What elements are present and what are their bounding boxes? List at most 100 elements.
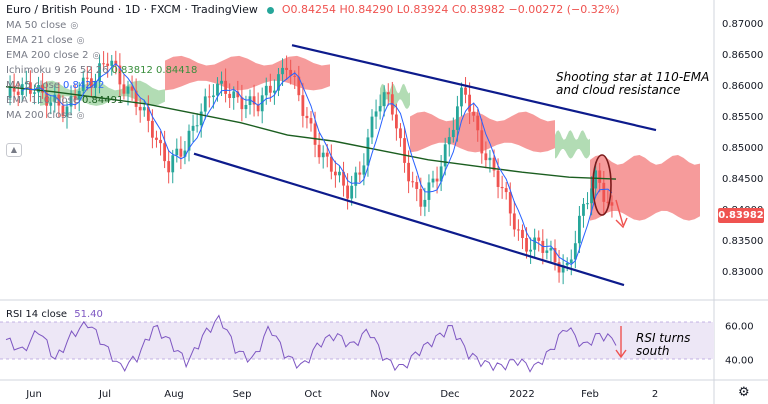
price-tick-label: 0.87000 — [722, 19, 763, 30]
candle-body — [606, 201, 610, 203]
candle-body — [350, 185, 354, 199]
candle-body — [85, 77, 89, 79]
candle-body — [321, 152, 325, 158]
legend-item[interactable]: EMA 110 close 0.84491 — [6, 95, 123, 106]
legend-label: Ichimoku 9 26 52 26 — [6, 65, 109, 76]
candle-body — [386, 92, 390, 95]
time-tick-label: Feb — [581, 389, 599, 400]
candle-body — [456, 106, 459, 130]
candle-body — [24, 82, 28, 85]
candle-body — [439, 166, 443, 182]
legend-item[interactable]: EMA 200 close 2 ◎ — [6, 50, 100, 61]
candle-body — [49, 102, 53, 106]
eye-off-icon[interactable]: ◎ — [76, 36, 85, 46]
gear-icon[interactable]: ⚙ — [738, 385, 750, 400]
candle-body — [138, 106, 142, 111]
time-tick-label: Dec — [440, 389, 459, 400]
candle-body — [529, 249, 532, 252]
candle-body — [110, 60, 114, 66]
legend-item[interactable]: EMA 21 close ◎ — [6, 35, 85, 46]
candle-body — [317, 144, 321, 158]
chevron-up-icon[interactable]: ▲ — [6, 143, 22, 157]
candle-body — [447, 137, 451, 145]
legend-item[interactable]: MA 200 close ◎ — [6, 110, 85, 121]
candle-body — [443, 144, 447, 167]
legend-label: MA 5 close — [6, 80, 60, 91]
candle-body — [492, 157, 496, 171]
rsi-band — [0, 322, 714, 359]
legend-item[interactable]: MA 5 close 0.84272 — [6, 80, 104, 91]
candle-body — [114, 60, 118, 66]
candle-body — [305, 115, 309, 119]
candle-body — [602, 182, 606, 202]
candle-body — [12, 85, 16, 92]
candle-body — [236, 91, 240, 98]
market-status-icon — [267, 6, 275, 14]
candle-body — [590, 188, 593, 204]
candle-body — [183, 150, 187, 157]
candle-body — [313, 123, 317, 145]
eye-off-icon[interactable]: ◎ — [70, 21, 79, 31]
annotation-shooting-star-line2: and cloud resistance — [556, 83, 681, 97]
candle-body — [248, 96, 252, 105]
candle-body — [256, 104, 260, 112]
candle-body — [45, 92, 49, 106]
candle-body — [142, 107, 146, 111]
candle-body — [199, 111, 203, 126]
candle-body — [415, 182, 419, 189]
eye-off-icon[interactable]: ◎ — [76, 111, 85, 121]
candle-body — [553, 248, 557, 263]
candle-body — [53, 94, 57, 103]
legend-item[interactable]: MA 50 close ◎ — [6, 20, 78, 31]
candle-body — [203, 96, 207, 112]
candle-body — [346, 185, 349, 199]
eye-off-icon[interactable]: ◎ — [92, 51, 101, 61]
rsi-down-arrow — [615, 326, 627, 359]
candle-body — [342, 171, 345, 186]
candle-body — [191, 125, 195, 131]
candle-body — [224, 80, 227, 94]
rsi-axis: 60.00 40.00 — [725, 322, 754, 367]
price-tick-label: 0.84500 — [722, 174, 763, 185]
symbol-title[interactable]: Euro / British Pound · 1D · FXCM · Tradi… — [6, 3, 258, 16]
candle-body — [362, 165, 366, 175]
price-tick-label: 0.83000 — [722, 267, 763, 278]
candle-body — [273, 90, 276, 93]
candle-body — [610, 202, 614, 206]
rsi-legend-label[interactable]: RSI 14 close — [6, 309, 68, 320]
candle-body — [268, 85, 272, 93]
candle-body — [240, 97, 244, 110]
candle-body — [281, 67, 284, 75]
candle-body — [549, 248, 553, 251]
candle-body — [382, 92, 386, 107]
candle-body — [533, 237, 537, 250]
channel-lower-line — [193, 152, 625, 287]
candle-body — [134, 90, 138, 107]
candle-body — [403, 138, 406, 163]
candle-body — [171, 155, 175, 173]
candle-body — [325, 152, 329, 157]
candle-body — [175, 148, 179, 156]
candle-body — [151, 120, 154, 138]
candle-body — [500, 186, 504, 189]
time-tick-label: 2 — [652, 389, 658, 400]
candle-body — [573, 243, 577, 260]
candle-body — [411, 181, 415, 183]
candle-body — [358, 172, 362, 175]
price-axis: 0.87000 0.86500 0.86000 0.85500 0.85000 0.845… — [722, 19, 763, 278]
candle-body — [187, 130, 191, 151]
candle-body — [126, 86, 130, 94]
candle-body — [73, 96, 77, 100]
candle-body — [496, 170, 500, 187]
candle-body — [334, 171, 337, 176]
candle-body — [338, 171, 341, 176]
price-pane — [0, 0, 714, 297]
legend-item[interactable]: Ichimoku 9 26 52 26 0.83812 0.84418 — [6, 65, 197, 76]
candle-body — [354, 172, 358, 186]
candle-body — [423, 199, 427, 207]
cloud-bearish — [165, 55, 330, 91]
candle-body — [484, 153, 488, 161]
candle-body — [264, 85, 268, 96]
candle-body — [118, 65, 122, 85]
